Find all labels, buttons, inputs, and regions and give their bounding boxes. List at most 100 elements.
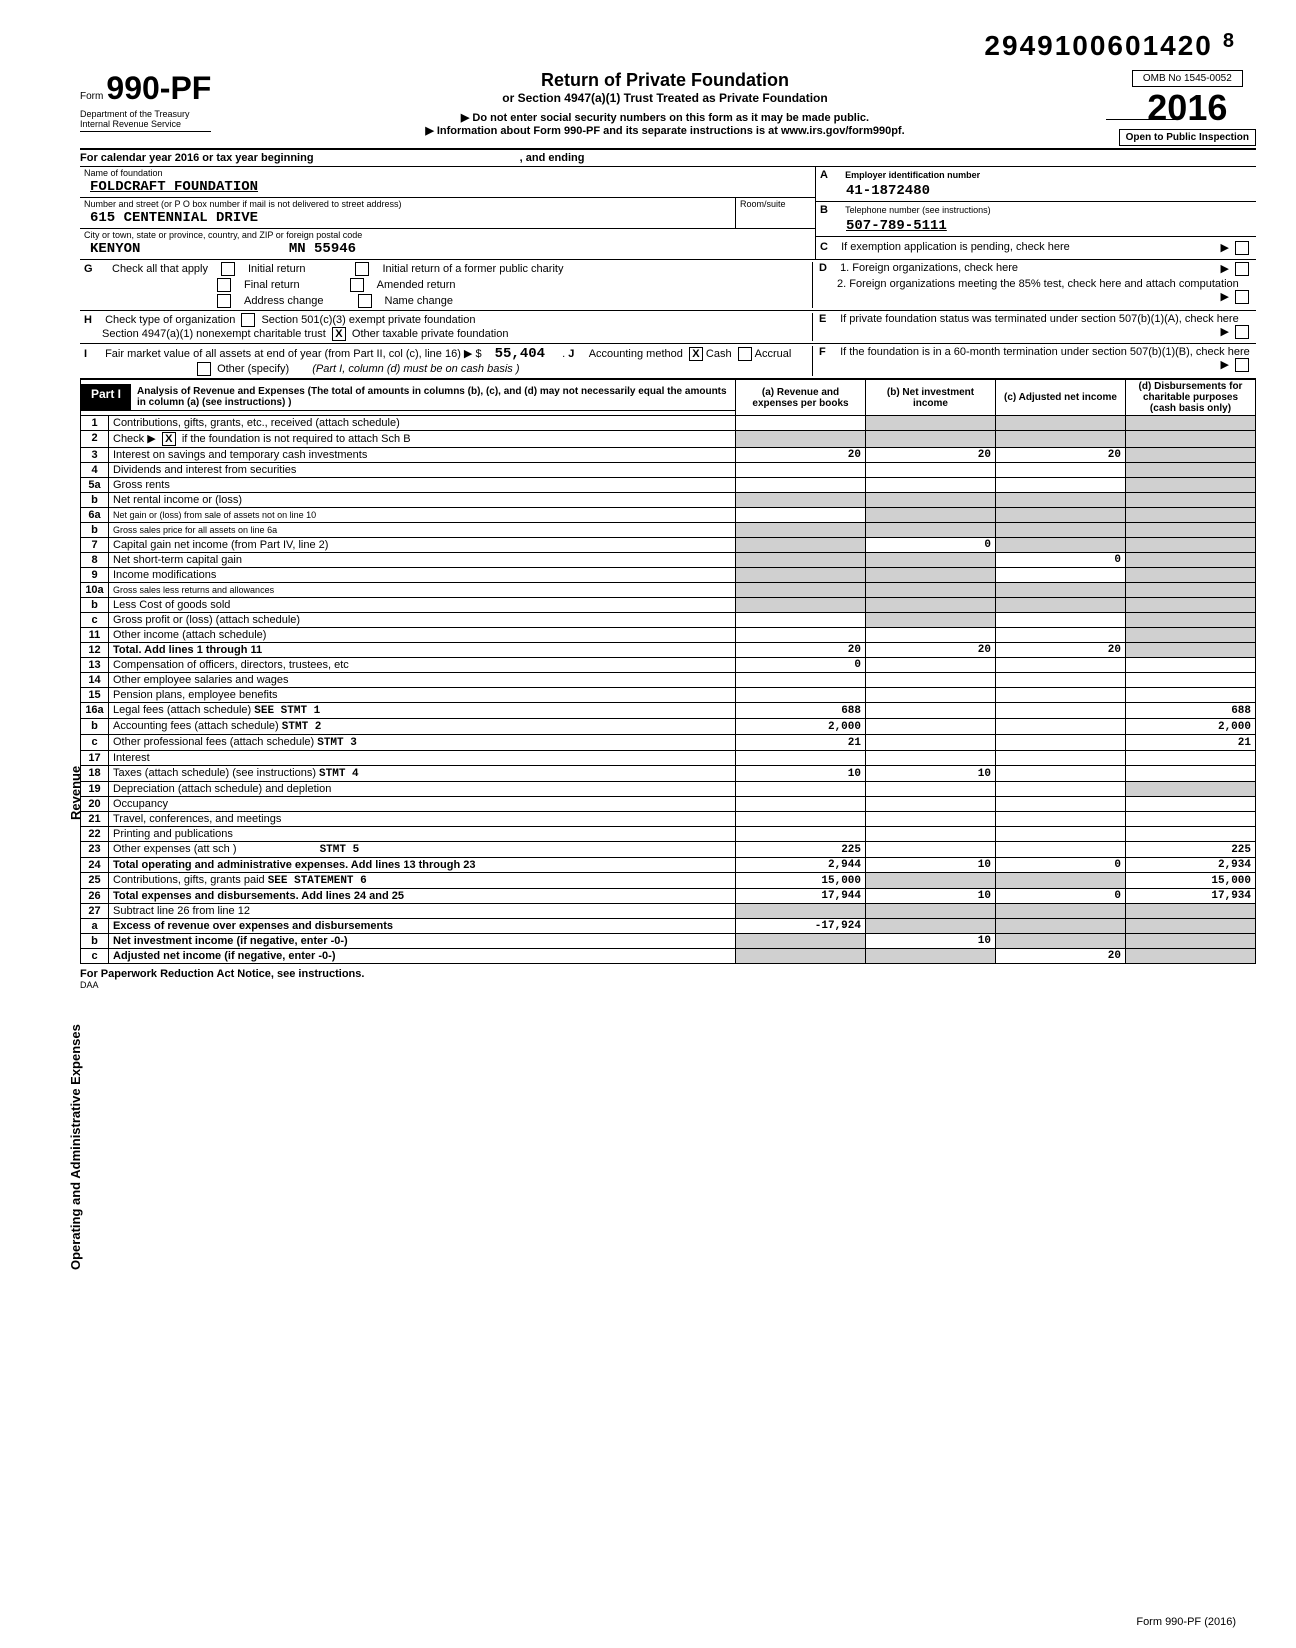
room-label: Room/suite <box>736 198 815 210</box>
table-row: 23Other expenses (att sch ) STMT 5225225 <box>81 842 1256 858</box>
label-g: G <box>84 263 102 275</box>
signature-initial <box>1106 70 1176 120</box>
section-g-h-wrapper: G Check all that apply Initial return In… <box>80 260 1256 311</box>
other-method-checkbox[interactable] <box>197 362 211 376</box>
accrual-checkbox[interactable] <box>738 347 752 361</box>
label-d: D <box>819 262 837 274</box>
h-other-checkbox[interactable]: X <box>332 327 346 341</box>
table-row: 26Total expenses and disbursements. Add … <box>81 889 1256 904</box>
table-row: 1Contributions, gifts, grants, etc., rec… <box>81 416 1256 431</box>
i-text: Fair market value of all assets at end o… <box>105 348 461 360</box>
info-link: ▶ Information about Form 990-PF and its … <box>221 124 1108 137</box>
name-label: Name of foundation <box>80 167 815 179</box>
dln: 2949100601420 8 <box>984 30 1236 62</box>
initial-former-checkbox[interactable] <box>355 262 369 276</box>
cal-year-label: For calendar year 2016 or tax year begin… <box>80 152 314 164</box>
table-row: 17Interest <box>81 751 1256 766</box>
g-name: Name change <box>385 295 454 307</box>
schb-checkbox[interactable]: X <box>162 432 176 446</box>
cal-year-ending: , and ending <box>520 152 585 164</box>
table-row: bGross sales price for all assets on lin… <box>81 523 1256 538</box>
final-return-checkbox[interactable] <box>217 278 231 292</box>
label-b: B <box>820 204 838 216</box>
dln-main: 2949100601420 <box>984 30 1212 61</box>
c-text: If exemption application is pending, che… <box>841 241 1070 253</box>
amended-checkbox[interactable] <box>350 278 364 292</box>
i-amount[interactable]: 55,404 <box>485 346 549 364</box>
table-row: 8Net short-term capital gain0 <box>81 553 1256 568</box>
table-row: bNet rental income or (loss) <box>81 493 1256 508</box>
table-row: 14Other employee salaries and wages <box>81 673 1256 688</box>
daa-label: DAA <box>80 980 1256 990</box>
label-h: H <box>84 314 102 326</box>
table-row: 2Check ▶ X if the foundation is not requ… <box>81 431 1256 448</box>
table-row: 5aGross rents <box>81 478 1256 493</box>
c-checkbox[interactable] <box>1235 241 1249 255</box>
e-text: If private foundation status was termina… <box>840 313 1239 325</box>
revenue-side-label: Revenue <box>68 766 83 820</box>
table-row: bNet investment income (if negative, ent… <box>81 934 1256 949</box>
label-j: J <box>568 348 586 360</box>
col-b-header: (b) Net investment income <box>866 380 996 416</box>
table-row: 19Depreciation (attach schedule) and dep… <box>81 782 1256 797</box>
ein[interactable]: 41-1872480 <box>816 183 1256 201</box>
h-501c3-checkbox[interactable] <box>241 313 255 327</box>
form-footer: Form 990-PF (2016) <box>1136 1616 1236 1628</box>
table-row: 27Subtract line 26 from line 12 <box>81 904 1256 919</box>
e-checkbox[interactable] <box>1235 325 1249 339</box>
part1-table: Part I Analysis of Revenue and Expenses … <box>80 379 1256 964</box>
table-row: 15Pension plans, employee benefits <box>81 688 1256 703</box>
foundation-name[interactable]: FOLDCRAFT FOUNDATION <box>80 179 815 197</box>
address-change-checkbox[interactable] <box>217 294 231 308</box>
ssn-note: ▶ Do not enter social security numbers o… <box>221 111 1108 124</box>
section-i-j: I Fair market value of all assets at end… <box>80 344 1256 379</box>
expenses-side-label: Operating and Administrative Expenses <box>68 1024 83 1270</box>
label-f: F <box>819 346 837 358</box>
cash-checkbox[interactable]: X <box>689 347 703 361</box>
g-initial: Initial return <box>248 263 305 275</box>
j-other: Other (specify) <box>217 363 289 375</box>
table-row: 21Travel, conferences, and meetings <box>81 812 1256 827</box>
col-d-header: (d) Disbursements for charitable purpose… <box>1126 380 1256 416</box>
ein-label: Employer identification number <box>841 169 984 181</box>
table-row: 25Contributions, gifts, grants paid SEE … <box>81 873 1256 889</box>
part1-label: Part I <box>81 384 131 411</box>
header-center: Return of Private Foundation or Section … <box>211 70 1118 137</box>
h-other: Other taxable private foundation <box>352 328 509 340</box>
state-zip[interactable]: MN 55946 <box>289 241 356 257</box>
street-address[interactable]: 615 CENTENNIAL DRIVE <box>80 210 735 228</box>
name-change-checkbox[interactable] <box>358 294 372 308</box>
part1-desc: Analysis of Revenue and Expenses (The to… <box>131 384 735 411</box>
table-row: bAccounting fees (attach schedule) STMT … <box>81 719 1256 735</box>
j-cash: Cash <box>706 348 732 360</box>
paperwork-notice: For Paperwork Reduction Act Notice, see … <box>80 968 1256 980</box>
d2-checkbox[interactable] <box>1235 290 1249 304</box>
h-501c3: Section 501(c)(3) exempt private foundat… <box>261 314 475 326</box>
entity-info-grid: Name of foundation FOLDCRAFT FOUNDATION … <box>80 167 1256 260</box>
table-row: cGross profit or (loss) (attach schedule… <box>81 613 1256 628</box>
f-checkbox[interactable] <box>1235 358 1249 372</box>
phone[interactable]: 507-789-5111 <box>816 218 1256 236</box>
open-inspection: Open to Public Inspection <box>1119 129 1256 146</box>
city-label: City or town, state or province, country… <box>80 229 815 241</box>
dln-suffix: 8 <box>1223 30 1236 52</box>
col-c-header: (c) Adjusted net income <box>996 380 1126 416</box>
g-address: Address change <box>244 295 324 307</box>
table-row: aExcess of revenue over expenses and dis… <box>81 919 1256 934</box>
section-h: H Check type of organization Section 501… <box>80 311 1256 344</box>
table-row: 7Capital gain net income (from Part IV, … <box>81 538 1256 553</box>
form-id-block: Form 990-PF Department of the Treasury I… <box>80 70 211 132</box>
city[interactable]: KENYON <box>90 241 140 257</box>
d1-checkbox[interactable] <box>1235 262 1249 276</box>
calendar-year-row: For calendar year 2016 or tax year begin… <box>80 150 1256 167</box>
label-a: A <box>820 169 838 181</box>
f-text: If the foundation is in a 60-month termi… <box>840 346 1250 358</box>
d2-text: 2. Foreign organizations meeting the 85%… <box>837 278 1239 290</box>
j-text: Accounting method <box>589 348 683 360</box>
table-row: bLess Cost of goods sold <box>81 598 1256 613</box>
form-subtitle: or Section 4947(a)(1) Trust Treated as P… <box>221 91 1108 105</box>
irs-label: Internal Revenue Service <box>80 119 211 132</box>
initial-return-checkbox[interactable] <box>221 262 235 276</box>
h-4947: Section 4947(a)(1) nonexempt charitable … <box>84 328 326 340</box>
table-row: 3Interest on savings and temporary cash … <box>81 448 1256 463</box>
